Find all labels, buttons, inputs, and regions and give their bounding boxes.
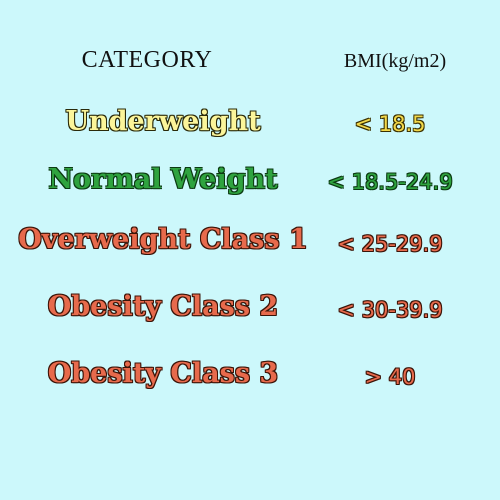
row-value-normal-weight: < 18.5-24.9 — [327, 170, 453, 194]
row-value-overweight-class-1: < 25-29.9 — [337, 232, 443, 256]
bmi-header: BMI(kg/m2) — [343, 50, 447, 72]
row-value-underweight: < 18.5 — [354, 112, 426, 136]
row-label-obesity-class-3: Obesity Class 3 — [47, 358, 279, 389]
row-value-obesity-class-3: > 40 — [364, 365, 416, 389]
row-value-obesity-class-2: < 30-39.9 — [337, 298, 443, 322]
row-label-underweight: Underweight — [65, 106, 261, 137]
category-header: CATEGORY — [81, 47, 213, 73]
row-label-obesity-class-2: Obesity Class 2 — [47, 291, 279, 322]
row-label-normal-weight: Normal Weight — [48, 164, 278, 195]
row-label-overweight-class-1: Overweight Class 1 — [18, 224, 308, 255]
